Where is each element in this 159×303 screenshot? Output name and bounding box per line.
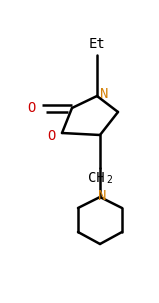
Text: N: N: [98, 189, 106, 203]
Text: O: O: [48, 129, 56, 143]
Text: Et: Et: [89, 37, 105, 51]
Text: N: N: [100, 87, 108, 101]
Text: 2: 2: [106, 175, 112, 185]
Text: O: O: [28, 101, 36, 115]
Text: CH: CH: [88, 171, 104, 185]
